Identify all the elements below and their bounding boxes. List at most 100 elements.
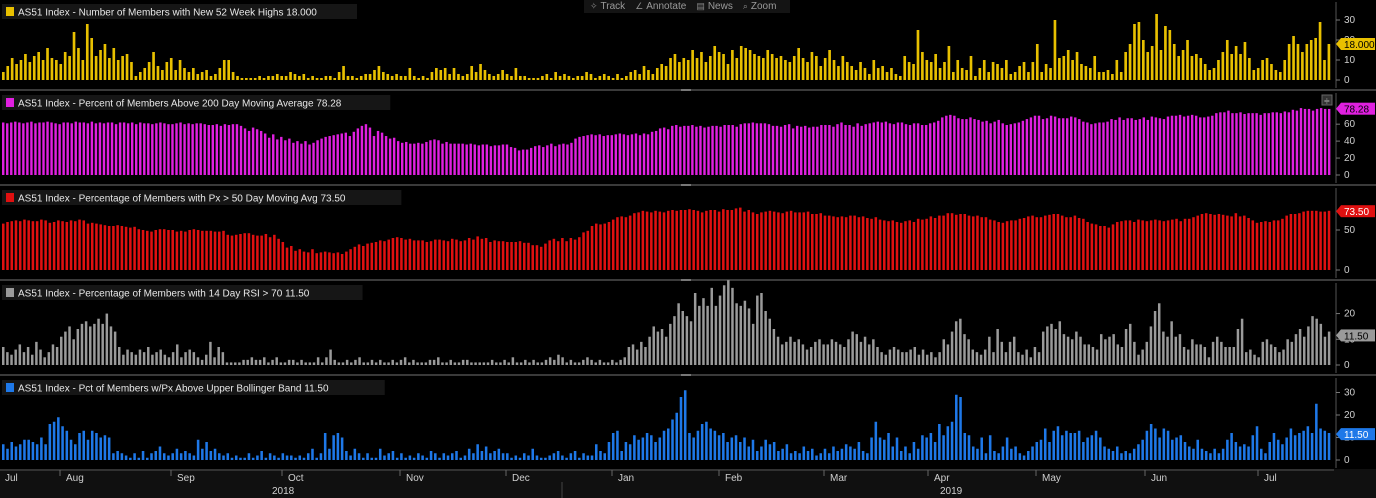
bar: [1066, 118, 1069, 175]
bar: [51, 344, 55, 365]
bar: [507, 362, 510, 365]
panel-legend[interactable]: AS51 Index - Pct of Members w/Px Above U…: [2, 380, 385, 395]
bar: [645, 433, 649, 460]
bar: [654, 130, 658, 175]
bar: [290, 455, 293, 460]
news-button[interactable]: ▤ News: [696, 1, 733, 12]
bar: [671, 125, 674, 175]
bar: [905, 352, 908, 365]
bar: [236, 76, 239, 80]
bar: [848, 125, 851, 175]
bar: [819, 453, 823, 460]
bar: [837, 66, 840, 80]
bar: [1289, 428, 1293, 460]
bar: [1014, 446, 1017, 460]
bar: [501, 453, 505, 460]
bar: [921, 219, 924, 270]
bar: [461, 359, 465, 365]
bar: [518, 76, 522, 80]
panel-settings-button[interactable]: ≑: [1321, 94, 1333, 106]
bar: [1133, 341, 1136, 365]
newspaper-icon: ▤: [696, 1, 705, 11]
y-tick-label: 0: [1344, 455, 1350, 466]
panel-legend[interactable]: AS51 Index - Percent of Members Above 20…: [2, 95, 391, 110]
divider-grip[interactable]: [681, 374, 691, 376]
bar: [836, 124, 839, 175]
bar: [112, 226, 115, 270]
bar: [967, 215, 971, 270]
bar: [69, 220, 73, 270]
bar: [997, 453, 1000, 460]
bar: [283, 362, 287, 365]
bar: [691, 125, 694, 175]
bar: [158, 229, 162, 270]
bar: [509, 147, 513, 175]
bar: [230, 457, 234, 460]
bar: [700, 52, 703, 80]
bar: [1057, 118, 1061, 175]
bar: [573, 239, 577, 270]
bar: [682, 58, 686, 80]
bar: [387, 453, 390, 460]
bar: [722, 433, 725, 460]
bar: [748, 50, 752, 80]
bar: [1278, 72, 1282, 80]
bar: [789, 210, 793, 270]
bar: [976, 215, 979, 270]
bar: [892, 347, 896, 365]
bar: [961, 119, 964, 175]
bar: [819, 66, 823, 80]
bar: [531, 245, 534, 270]
bar: [167, 455, 170, 460]
bar: [784, 60, 787, 80]
bar: [518, 457, 522, 460]
bar: [449, 359, 452, 365]
bar: [239, 234, 242, 270]
bar: [238, 362, 241, 365]
bar: [80, 323, 84, 365]
bar: [925, 354, 929, 365]
zoom-button[interactable]: ⌕ Zoom: [743, 1, 777, 12]
track-button[interactable]: ✧ Track: [590, 1, 625, 12]
bar: [548, 357, 552, 365]
bar: [376, 130, 380, 175]
bar: [155, 123, 158, 175]
bar: [129, 227, 132, 270]
bar: [332, 135, 335, 175]
bar: [74, 444, 77, 460]
bar: [565, 241, 568, 270]
bar: [1093, 56, 1097, 80]
bar: [1263, 113, 1266, 175]
bar: [1247, 113, 1250, 175]
bar: [772, 442, 776, 460]
bar: [904, 124, 908, 175]
bar: [764, 311, 767, 365]
bar: [832, 216, 835, 270]
bar: [1010, 220, 1013, 270]
bar: [121, 56, 124, 80]
bar: [461, 143, 464, 175]
bar: [536, 362, 539, 365]
bar: [561, 357, 564, 365]
bar: [412, 76, 416, 80]
divider-grip[interactable]: [681, 184, 691, 186]
bar: [1259, 222, 1263, 270]
bar: [345, 251, 348, 270]
bar: [78, 433, 81, 460]
bar: [641, 437, 645, 460]
bar: [751, 323, 755, 365]
divider-grip[interactable]: [681, 89, 691, 91]
bar: [399, 76, 403, 80]
bar: [93, 323, 96, 365]
bar: [183, 124, 186, 175]
bar: [864, 124, 867, 175]
bar: [217, 347, 220, 365]
panel-legend[interactable]: AS51 Index - Percentage of Members with …: [2, 285, 363, 300]
panel-legend[interactable]: AS51 Index - Number of Members with New …: [2, 4, 357, 19]
panel-legend[interactable]: AS51 Index - Percentage of Members with …: [2, 190, 402, 205]
divider-grip[interactable]: [681, 279, 691, 281]
bar: [1232, 347, 1236, 365]
annotate-button[interactable]: ∠ Annotate: [635, 1, 686, 12]
bar: [142, 352, 146, 365]
bar: [218, 68, 222, 80]
